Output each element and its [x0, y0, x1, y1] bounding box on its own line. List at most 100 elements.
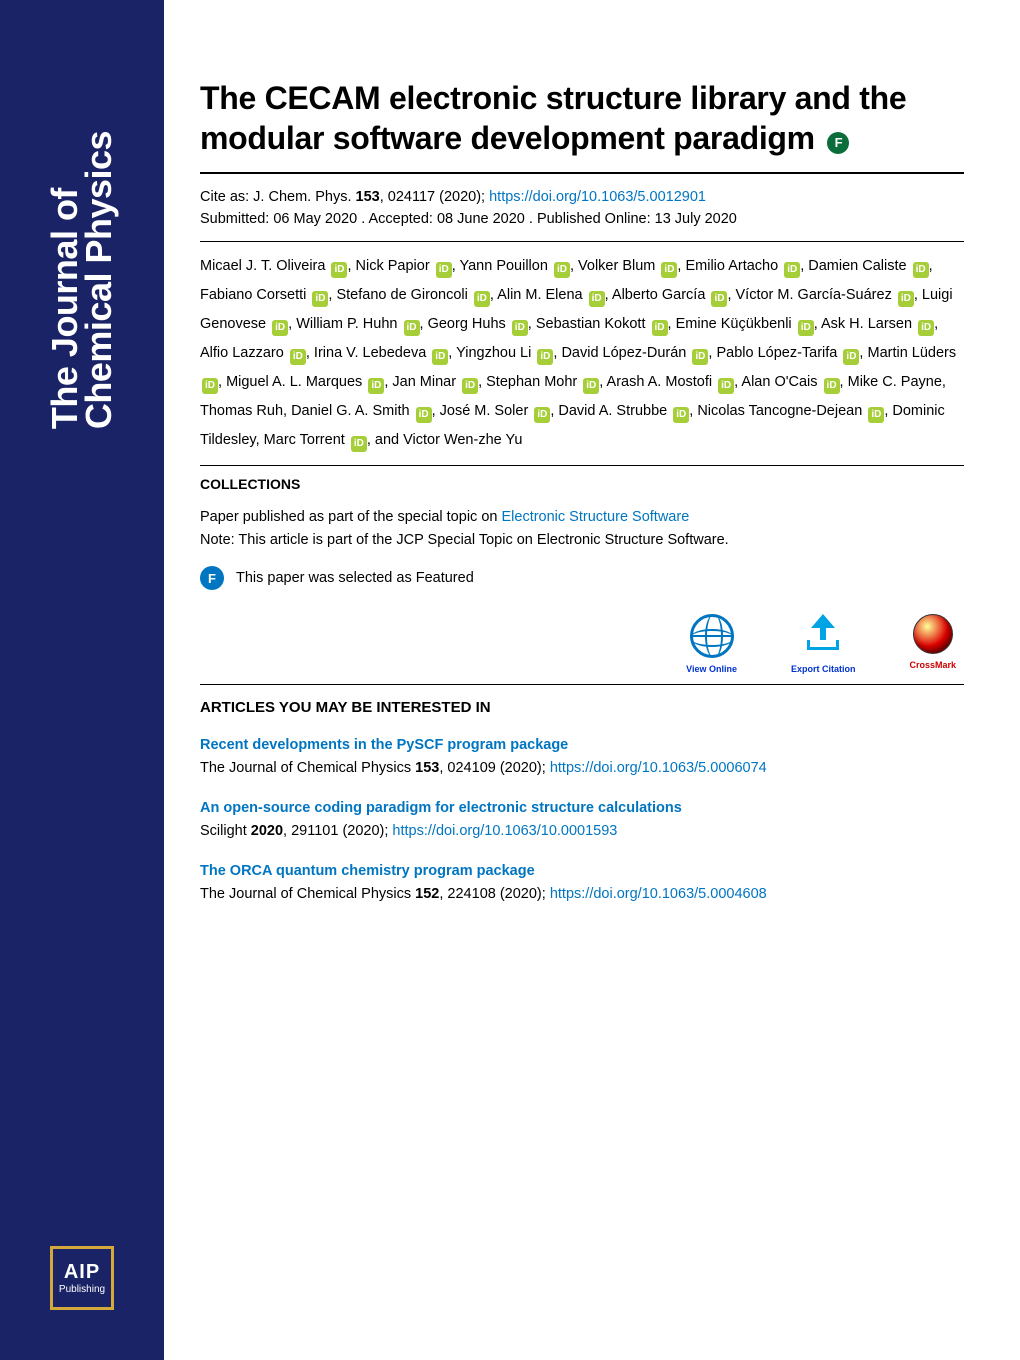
aip-logo-bottom: Publishing — [59, 1284, 105, 1295]
author-name[interactable]: Alfio Lazzaro — [200, 345, 284, 361]
orcid-icon[interactable]: iD — [784, 262, 800, 278]
rec-meta: The Journal of Chemical Physics 153, 024… — [200, 757, 964, 779]
orcid-icon[interactable]: iD — [843, 349, 859, 365]
orcid-icon[interactable]: iD — [404, 320, 420, 336]
orcid-icon[interactable]: iD — [918, 320, 934, 336]
divider — [200, 241, 964, 242]
rec-title-link[interactable]: The ORCA quantum chemistry program packa… — [200, 860, 964, 882]
orcid-icon[interactable]: iD — [673, 407, 689, 423]
rec-doi-link[interactable]: https://doi.org/10.1063/5.0006074 — [550, 760, 767, 776]
orcid-icon[interactable]: iD — [312, 291, 328, 307]
aip-publishing-logo: AIP Publishing — [50, 1246, 114, 1310]
author-name[interactable]: Pablo López-Tarifa — [716, 345, 837, 361]
author-name[interactable]: Martin Lüders — [867, 345, 956, 361]
author-name[interactable]: Micael J. T. Oliveira — [200, 258, 325, 274]
cite-pages: , 024117 (2020); — [380, 189, 489, 205]
author-name[interactable]: Stefano de Gironcoli — [336, 287, 467, 303]
orcid-icon[interactable]: iD — [798, 320, 814, 336]
journal-sidebar: The Journal of Chemical Physics AIP Publ… — [0, 0, 164, 1360]
orcid-icon[interactable]: iD — [554, 262, 570, 278]
author-name[interactable]: Victor Wen-zhe Yu — [403, 432, 522, 448]
orcid-icon[interactable]: iD — [474, 291, 490, 307]
featured-circle-icon: F — [200, 566, 224, 590]
author-name[interactable]: Volker Blum — [578, 258, 655, 274]
author-name[interactable]: Nick Papior — [356, 258, 430, 274]
author-name[interactable]: Emilio Artacho — [685, 258, 778, 274]
publication-dates: Submitted: 06 May 2020 . Accepted: 08 Ju… — [200, 208, 964, 230]
view-online-button[interactable]: View Online — [686, 614, 737, 674]
rec-doi-link[interactable]: https://doi.org/10.1063/10.0001593 — [392, 823, 617, 839]
author-name[interactable]: Fabiano Corsetti — [200, 287, 306, 303]
orcid-icon[interactable]: iD — [868, 407, 884, 423]
rec-journal: The Journal of Chemical Physics — [200, 886, 415, 902]
orcid-icon[interactable]: iD — [512, 320, 528, 336]
orcid-icon[interactable]: iD — [661, 262, 677, 278]
orcid-icon[interactable]: iD — [432, 349, 448, 365]
orcid-icon[interactable]: iD — [537, 349, 553, 365]
author-name[interactable]: Jan Minar — [392, 374, 456, 390]
orcid-icon[interactable]: iD — [824, 378, 840, 394]
rec-pages: , 224108 (2020); — [439, 886, 549, 902]
crossmark-button[interactable]: CrossMark — [909, 614, 956, 674]
rec-title-link[interactable]: An open-source coding paradigm for elect… — [200, 797, 964, 819]
author-name[interactable]: William P. Huhn — [296, 316, 397, 332]
orcid-icon[interactable]: iD — [583, 378, 599, 394]
orcid-icon[interactable]: iD — [272, 320, 288, 336]
article-main: The CECAM electronic structure library a… — [164, 0, 1020, 1360]
author-name[interactable]: Víctor M. García-Suárez — [736, 287, 892, 303]
orcid-icon[interactable]: iD — [913, 262, 929, 278]
author-name[interactable]: Miguel A. L. Marques — [226, 374, 362, 390]
orcid-icon[interactable]: iD — [202, 378, 218, 394]
orcid-icon[interactable]: iD — [436, 262, 452, 278]
rec-volume: 152 — [415, 886, 439, 902]
author-name[interactable]: David López-Durán — [561, 345, 686, 361]
author-name[interactable]: Alin M. Elena — [497, 287, 582, 303]
author-name[interactable]: Nicolas Tancogne-Dejean — [697, 403, 862, 419]
rec-volume: 153 — [415, 760, 439, 776]
special-topic-link[interactable]: Electronic Structure Software — [501, 509, 689, 525]
orcid-icon[interactable]: iD — [718, 378, 734, 394]
author-name[interactable]: José M. Soler — [440, 403, 529, 419]
author-name[interactable]: Marc Torrent — [264, 432, 345, 448]
orcid-icon[interactable]: iD — [589, 291, 605, 307]
author-name[interactable]: Georg Huhs — [428, 316, 506, 332]
author-name[interactable]: Sebastian Kokott — [536, 316, 646, 332]
orcid-icon[interactable]: iD — [368, 378, 384, 394]
orcid-icon[interactable]: iD — [711, 291, 727, 307]
export-citation-button[interactable]: Export Citation — [791, 614, 856, 674]
orcid-icon[interactable]: iD — [416, 407, 432, 423]
featured-badge-icon: F — [827, 132, 849, 154]
author-name[interactable]: Daniel G. A. Smith — [291, 403, 409, 419]
orcid-icon[interactable]: iD — [331, 262, 347, 278]
rec-doi-link[interactable]: https://doi.org/10.1063/5.0004608 — [550, 886, 767, 902]
author-name[interactable]: Yann Pouillon — [460, 258, 548, 274]
featured-text: This paper was selected as Featured — [236, 570, 474, 586]
author-name[interactable]: David A. Strubbe — [558, 403, 667, 419]
doi-link[interactable]: https://doi.org/10.1063/5.0012901 — [489, 189, 706, 205]
orcid-icon[interactable]: iD — [290, 349, 306, 365]
author-name[interactable]: Alberto García — [612, 287, 706, 303]
author-name[interactable]: Irina V. Lebedeva — [314, 345, 426, 361]
author-name[interactable]: Emine Küçükbenli — [676, 316, 792, 332]
orcid-icon[interactable]: iD — [898, 291, 914, 307]
author-name[interactable]: Ask H. Larsen — [821, 316, 912, 332]
author-name[interactable]: Thomas Ruh — [200, 403, 283, 419]
collections-heading: COLLECTIONS — [200, 476, 964, 492]
orcid-icon[interactable]: iD — [534, 407, 550, 423]
author-name[interactable]: Damien Caliste — [808, 258, 906, 274]
rec-title-link[interactable]: Recent developments in the PySCF program… — [200, 734, 964, 756]
collections-body: Paper published as part of the special t… — [200, 506, 964, 552]
rec-pages: , 291101 (2020); — [283, 823, 392, 839]
author-name[interactable]: Arash A. Mostofi — [607, 374, 713, 390]
author-name[interactable]: Stephan Mohr — [486, 374, 577, 390]
orcid-icon[interactable]: iD — [692, 349, 708, 365]
author-name[interactable]: Mike C. Payne — [848, 374, 942, 390]
orcid-icon[interactable]: iD — [652, 320, 668, 336]
author-name[interactable]: Alan O'Cais — [741, 374, 817, 390]
orcid-icon[interactable]: iD — [462, 378, 478, 394]
action-bar: View Online Export Citation CrossMark — [200, 614, 956, 674]
crossmark-icon — [913, 614, 953, 654]
author-name[interactable]: Yingzhou Li — [456, 345, 531, 361]
orcid-icon[interactable]: iD — [351, 436, 367, 452]
export-icon — [801, 614, 845, 658]
